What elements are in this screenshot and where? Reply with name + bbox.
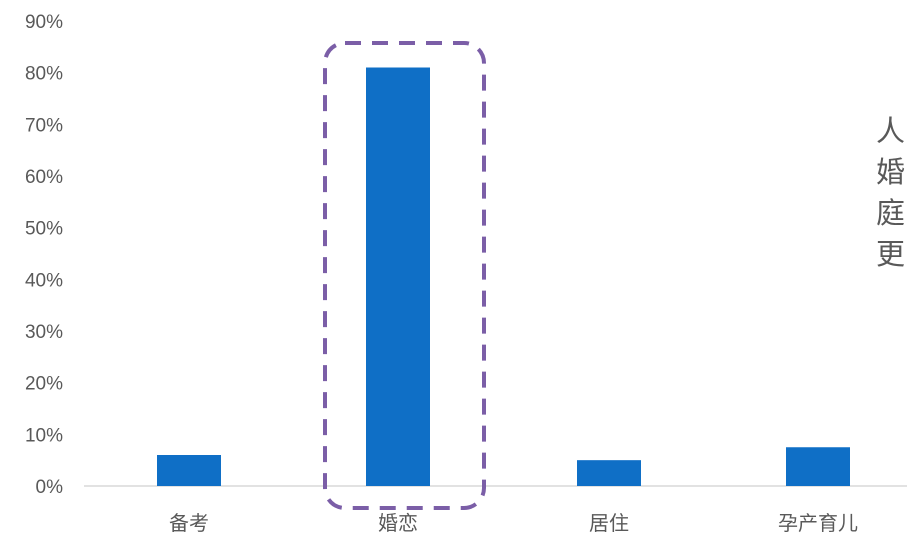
x-tick-label: 居住 [589,511,629,535]
side-text-line-3: 庭 [876,196,906,230]
side-text-line-4: 更 [876,237,906,271]
side-text-line-1: 人 [876,114,906,148]
y-tick-label: 50% [25,219,63,240]
y-tick-label: 80% [25,64,63,85]
y-tick-label: 60% [25,167,63,188]
bars-group [157,67,850,486]
y-tick-label: 20% [25,374,63,395]
side-annotation-text: 人 婚 庭 更 [876,111,907,275]
x-axis-labels: 备考 婚恋 居住 孕产育儿 [169,511,858,535]
y-tick-label: 40% [25,270,63,291]
x-tick-label: 婚恋 [378,511,418,535]
x-tick-label: 孕产育儿 [778,511,858,535]
bar [786,447,850,486]
y-tick-label: 30% [25,322,63,343]
y-axis-ticks: 0% 10% 20% 30% 40% 50% 60% 70% 80% 90% [25,12,63,498]
bar [157,455,221,486]
y-tick-label: 90% [25,12,63,33]
y-tick-label: 0% [36,477,64,498]
x-tick-label: 备考 [169,511,209,535]
y-tick-label: 70% [25,115,63,136]
y-tick-label: 10% [25,425,63,446]
bar [577,460,641,486]
bar [366,67,430,486]
side-text-line-2: 婚 [876,155,906,189]
highlight-box [323,41,486,510]
